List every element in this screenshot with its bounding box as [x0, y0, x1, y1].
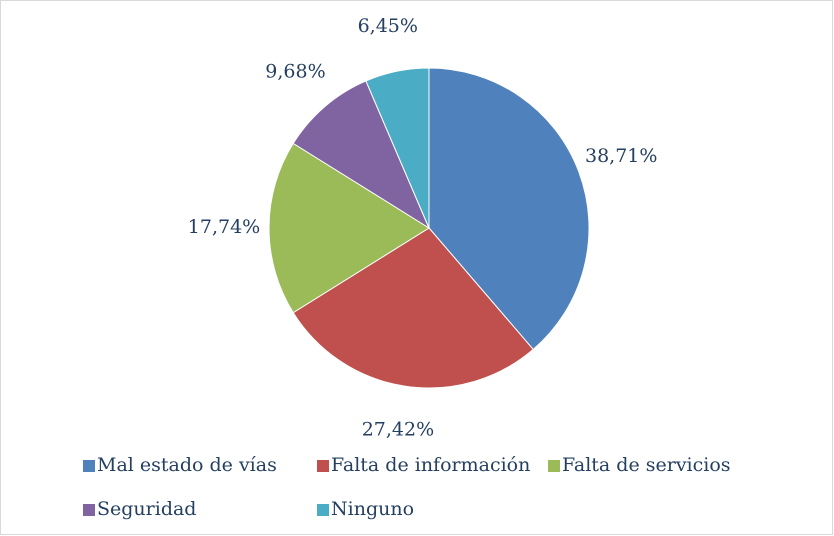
data-label: 9,68% [265, 60, 325, 82]
legend-swatch [83, 460, 95, 472]
data-label: 27,42% [362, 419, 434, 441]
legend-label: Falta de información [331, 454, 530, 476]
legend-label: Ninguno [331, 498, 414, 520]
pie-slice [292, 80, 431, 230]
legend-label: Mal estado de vías [97, 454, 277, 476]
legend-label: Seguridad [97, 498, 196, 520]
pie-slice [428, 67, 590, 351]
legend-swatch [317, 504, 329, 516]
data-label: 17,74% [188, 216, 260, 238]
legend-swatch [83, 504, 95, 516]
data-label: 6,45% [358, 15, 418, 37]
legend-label: Falta de servicios [562, 454, 731, 476]
pie-slice [268, 142, 430, 314]
pie-slice [365, 67, 430, 229]
legend-swatch [317, 460, 329, 472]
data-label: 38,71% [585, 145, 657, 167]
pie-slice [292, 227, 534, 389]
legend-swatch [548, 460, 560, 472]
